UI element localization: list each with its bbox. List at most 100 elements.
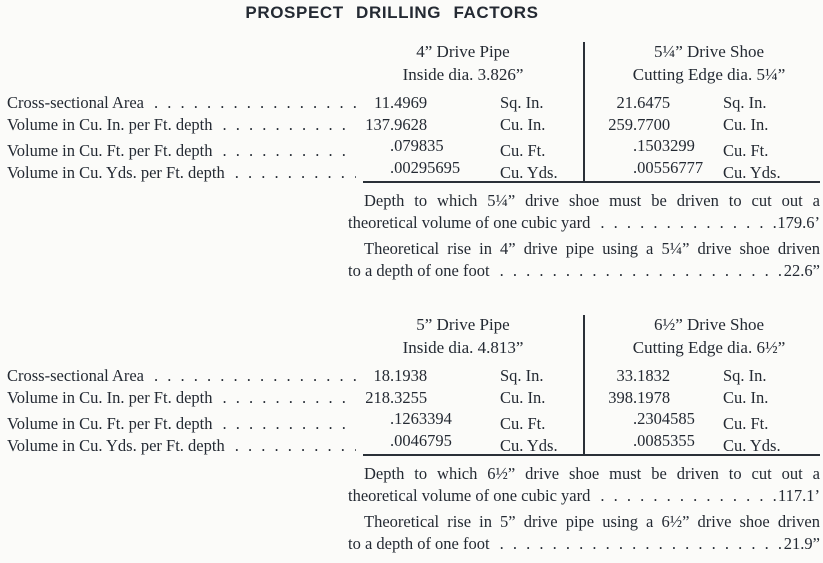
leader-dots: . . . . . . . . . . . . . . . . . . . . … xyxy=(234,163,356,183)
pipe-value: .079835 xyxy=(390,136,444,156)
row-label: Volume in Cu. In. per Ft. depth xyxy=(7,387,213,407)
shoe-column-header: 5¼” Drive Shoe Cutting Edge dia. 5¼” xyxy=(598,40,820,86)
shoe-unit: Cu. In. xyxy=(723,114,769,134)
shoe-unit: Cu. Yds. xyxy=(723,163,781,183)
note-value: 21.9” xyxy=(783,533,820,553)
shoe-value: .00556777 xyxy=(633,158,704,178)
leader-dots: . . . . . . . . . . . . . . . . . . . . … xyxy=(222,114,356,134)
note-line1: Theoretical rise in 5” drive pipe using … xyxy=(364,512,820,531)
shoe-unit: Sq. In. xyxy=(723,366,767,385)
factors-table: Cross-sectional Area . . . . . . . . . .… xyxy=(7,93,820,183)
pipe-header-title: 5” Drive Pipe xyxy=(416,315,510,334)
factors-table: Cross-sectional Area . . . . . . . . . .… xyxy=(7,366,820,456)
section-rule xyxy=(363,454,820,456)
table-row: Volume in Cu. In. per Ft. depth . . . . … xyxy=(7,115,820,137)
shoe-value: 33.1832 xyxy=(616,366,671,385)
shoe-value: 21.6475 xyxy=(616,93,671,112)
shoe-value: 259.7700 xyxy=(608,114,671,134)
row-label: Cross-sectional Area xyxy=(7,93,145,112)
leader-dots: . . . . . . . . . . . . . . . . . . . . … xyxy=(600,212,777,232)
leader-dots: . . . . . . . . . . . . . . . . . . . . … xyxy=(154,93,356,112)
note-line1: Depth to which 5¼” drive shoe must be dr… xyxy=(364,191,820,210)
row-label: Volume in Cu. Ft. per Ft. depth xyxy=(7,141,213,161)
shoe-header-subtitle: Cutting Edge dia. 6½” xyxy=(632,338,786,357)
shoe-unit: Cu. Yds. xyxy=(723,436,781,456)
note-line2: theoretical volume of one cubic yard . .… xyxy=(348,212,820,234)
pipe-value: .0046795 xyxy=(390,431,452,451)
note-value: 22.6” xyxy=(783,260,820,280)
note-line2: to a depth of one foot . . . . . . . . .… xyxy=(348,260,820,282)
pipe-value: 137.9628 xyxy=(365,114,428,134)
pipe-value: .00295695 xyxy=(390,158,461,178)
section-notes: Depth to which 5¼” drive shoe must be dr… xyxy=(348,190,820,286)
leader-dots: . . . . . . . . . . . . . . . . . . . . … xyxy=(154,366,356,385)
row-label: Volume in Cu. In. per Ft. depth xyxy=(7,114,213,134)
pipe-unit: Cu. Ft. xyxy=(500,141,546,161)
table-row: Volume in Cu. Ft. per Ft. depth . . . . … xyxy=(7,409,820,434)
note-line2: to a depth of one foot . . . . . . . . .… xyxy=(348,533,820,555)
row-label: Cross-sectional Area xyxy=(7,366,145,385)
leader-dots: . . . . . . . . . . . . . . . . . . . . … xyxy=(499,260,784,280)
table-row: Volume in Cu. Ft. per Ft. depth . . . . … xyxy=(7,136,820,161)
row-label: Volume in Cu. Ft. per Ft. depth xyxy=(7,414,213,434)
note-line2: theoretical volume of one cubic yard . .… xyxy=(348,485,820,507)
shoe-header-title: 5¼” Drive Shoe xyxy=(653,42,764,61)
pipe-header-title: 4” Drive Pipe xyxy=(416,42,510,61)
shoe-unit: Cu. Ft. xyxy=(723,414,769,434)
note-rise: Theoretical rise in 4” drive pipe using … xyxy=(348,238,820,281)
table-row: Volume in Cu. In. per Ft. depth . . . . … xyxy=(7,388,820,410)
note-line1: Theoretical rise in 4” drive pipe using … xyxy=(364,239,820,258)
note-line2-text: theoretical volume of one cubic yard xyxy=(348,212,591,232)
shoe-header-title: 6½” Drive Shoe xyxy=(653,315,764,334)
leader-dots: . . . . . . . . . . . . . . . . . . . . … xyxy=(499,533,784,553)
pipe-value: 18.1938 xyxy=(373,366,428,385)
section-5in-pipe: 5” Drive Pipe Inside dia. 4.813” 6½” Dri… xyxy=(0,313,823,563)
shoe-unit: Sq. In. xyxy=(723,93,767,112)
pipe-unit: Cu. Ft. xyxy=(500,414,546,434)
section-4in-pipe: 4” Drive Pipe Inside dia. 3.826” 5¼” Dri… xyxy=(0,40,823,290)
leader-dots: . . . . . . . . . . . . . . . . . . . . … xyxy=(222,141,357,161)
page-title: PROSPECT DRILLING FACTORS xyxy=(245,3,539,22)
shoe-value: 398.1978 xyxy=(608,387,671,407)
pipe-unit: Sq. In. xyxy=(500,366,544,385)
row-label: Volume in Cu. Yds. per Ft. depth xyxy=(7,163,225,183)
pipe-unit: Cu. In. xyxy=(500,387,546,407)
table-row: Volume in Cu. Yds. per Ft. depth . . . .… xyxy=(7,431,820,456)
shoe-value: .1503299 xyxy=(633,136,695,156)
note-value: 117.1’ xyxy=(777,485,820,505)
note-depth: Depth to which 5¼” drive shoe must be dr… xyxy=(348,190,820,233)
pipe-value: 218.3255 xyxy=(365,387,428,407)
note-line2-text: to a depth of one foot xyxy=(348,260,490,280)
note-value: 179.6’ xyxy=(777,212,820,232)
section-rule xyxy=(363,181,820,183)
pipe-column-header: 5” Drive Pipe Inside dia. 4.813” xyxy=(348,313,578,359)
note-depth: Depth to which 6½” drive shoe must be dr… xyxy=(348,463,820,506)
pipe-unit: Cu. Yds. xyxy=(500,163,558,183)
pipe-value: 11.4969 xyxy=(374,93,428,112)
pipe-header-subtitle: Inside dia. 4.813” xyxy=(402,338,524,357)
shoe-value: .0085355 xyxy=(633,431,695,451)
shoe-value: .2304585 xyxy=(633,409,695,429)
pipe-value: .1263394 xyxy=(390,409,452,429)
leader-dots: . . . . . . . . . . . . . . . . . . . . … xyxy=(234,436,356,456)
row-label: Volume in Cu. Yds. per Ft. depth xyxy=(7,436,225,456)
column-divider xyxy=(583,315,585,454)
table-row: Cross-sectional Area . . . . . . . . . .… xyxy=(7,366,820,388)
pipe-unit: Cu. Yds. xyxy=(500,436,558,456)
leader-dots: . . . . . . . . . . . . . . . . . . . . … xyxy=(600,485,778,505)
table-row: Volume in Cu. Yds. per Ft. depth . . . .… xyxy=(7,158,820,183)
section-notes: Depth to which 6½” drive shoe must be dr… xyxy=(348,463,820,559)
note-rise: Theoretical rise in 5” drive pipe using … xyxy=(348,511,820,554)
pipe-unit: Sq. In. xyxy=(500,93,544,112)
leader-dots: . . . . . . . . . . . . . . . . . . . . … xyxy=(222,387,356,407)
shoe-header-subtitle: Cutting Edge dia. 5¼” xyxy=(632,65,786,84)
shoe-unit: Cu. In. xyxy=(723,387,769,407)
note-line1: Depth to which 6½” drive shoe must be dr… xyxy=(364,464,820,483)
leader-dots: . . . . . . . . . . . . . . . . . . . . … xyxy=(222,414,357,434)
table-row: Cross-sectional Area . . . . . . . . . .… xyxy=(7,93,820,115)
shoe-unit: Cu. Ft. xyxy=(723,141,769,161)
column-divider xyxy=(583,42,585,181)
pipe-column-header: 4” Drive Pipe Inside dia. 3.826” xyxy=(348,40,578,86)
note-line2-text: to a depth of one foot xyxy=(348,533,490,553)
